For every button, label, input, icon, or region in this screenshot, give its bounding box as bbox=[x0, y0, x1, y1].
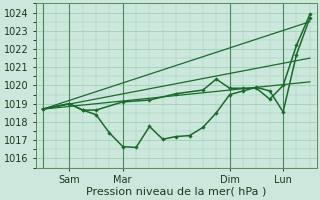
X-axis label: Pression niveau de la mer( hPa ): Pression niveau de la mer( hPa ) bbox=[86, 187, 266, 197]
